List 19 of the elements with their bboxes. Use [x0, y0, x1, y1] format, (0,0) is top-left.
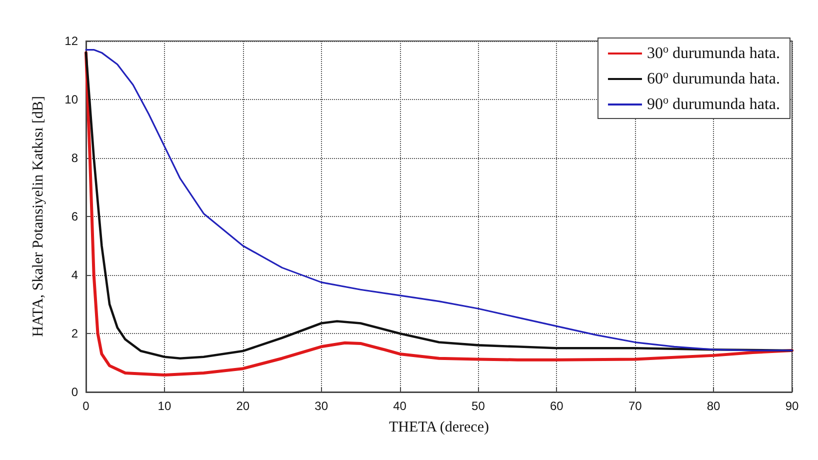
x-tick-label: 50	[472, 399, 486, 413]
y-tick-label: 0	[71, 385, 78, 399]
y-axis-title: HATA, Skaler Potansiyelin Katkısı [dB]	[30, 96, 46, 337]
x-tick-label: 90	[785, 399, 799, 413]
x-tick-label: 40	[393, 399, 407, 413]
x-tick-label: 30	[314, 399, 328, 413]
x-tick-label: 10	[158, 399, 172, 413]
x-tick-label: 60	[550, 399, 564, 413]
x-tick-label: 70	[628, 399, 642, 413]
y-tick-label: 4	[71, 268, 78, 282]
y-tick-label: 2	[71, 326, 78, 340]
x-tick-label: 80	[706, 399, 721, 413]
y-tick-label: 10	[64, 92, 78, 106]
x-tick-label: 0	[82, 399, 90, 413]
x-tick-label: 20	[236, 399, 250, 413]
y-tick-label: 8	[71, 151, 78, 165]
y-tick-label: 12	[64, 34, 78, 48]
x-axis-title: THETA (derece)	[389, 420, 489, 436]
y-tick-label: 6	[71, 210, 78, 224]
